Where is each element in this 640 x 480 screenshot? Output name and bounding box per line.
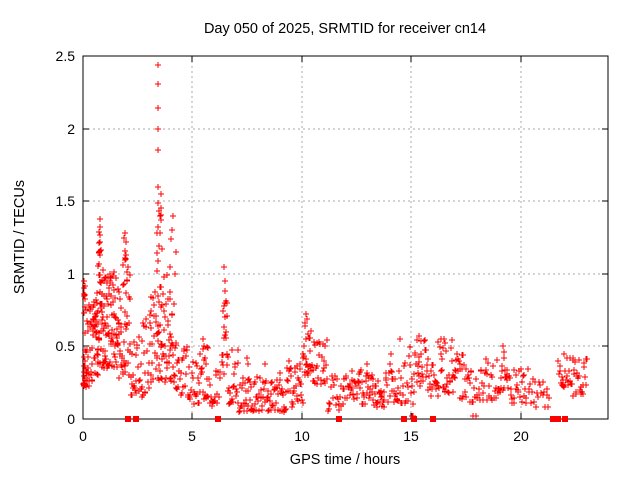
data-points <box>80 62 590 419</box>
svg-text:2: 2 <box>67 121 75 137</box>
svg-text:0: 0 <box>79 428 87 444</box>
svg-text:1.5: 1.5 <box>56 193 76 209</box>
svg-text:2.5: 2.5 <box>56 48 76 64</box>
svg-text:5: 5 <box>188 428 196 444</box>
svg-text:0: 0 <box>67 411 75 427</box>
svg-text:1: 1 <box>67 266 75 282</box>
x-axis-label: GPS time / hours <box>289 452 401 468</box>
svg-text:10: 10 <box>294 428 310 444</box>
svg-text:20: 20 <box>513 428 529 444</box>
svg-text:0.5: 0.5 <box>56 338 76 354</box>
zero-event-squares <box>125 416 568 422</box>
svg-text:15: 15 <box>403 428 419 444</box>
tick-labels: 0 5 10 15 20 0 0.5 1 1.5 2 2.5 <box>56 48 529 444</box>
grid-lines <box>83 56 608 419</box>
chart-title: Day 050 of 2025, SRMTID for receiver cn1… <box>203 21 487 37</box>
